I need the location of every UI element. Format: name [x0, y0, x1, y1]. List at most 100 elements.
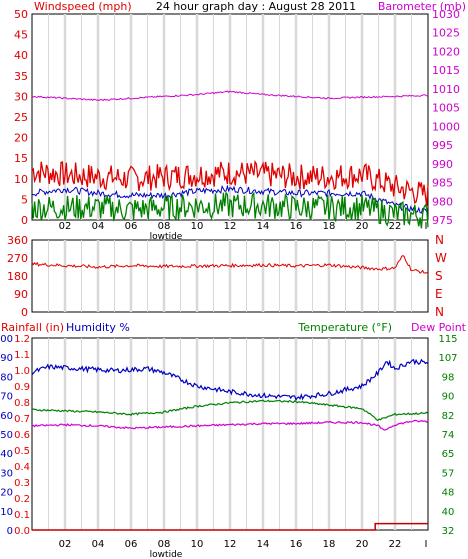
- humidity-xtick-22: 22: [389, 539, 402, 550]
- windspeed-tick-45: 45: [14, 29, 28, 42]
- humidity-axis-title: Humidity %: [66, 321, 130, 334]
- windspeed-tick-25: 25: [14, 111, 28, 124]
- humidity-tick-20: 20: [0, 488, 13, 499]
- rain-tick-0: 0.0: [14, 526, 30, 537]
- windspeed-tick-40: 40: [14, 49, 28, 62]
- windspeed-tick-5: 5: [21, 193, 28, 206]
- rain-tick-1: 0.1: [14, 510, 30, 521]
- wind-xtick-16: 16: [290, 221, 303, 232]
- barometer-tick-995: 995: [432, 139, 453, 152]
- rain-tick-3: 0.3: [14, 478, 30, 489]
- barometer-tick-1000: 1000: [432, 120, 460, 133]
- humidity-xtick-20: 20: [356, 539, 369, 550]
- wind-xtick-20: 20: [356, 221, 369, 232]
- temp-tick-40: 40: [442, 507, 455, 518]
- direction-tick-0: 0: [21, 306, 28, 319]
- humidity-panel-series-1: [31, 399, 429, 422]
- rain-tick-7: 0.7: [14, 414, 30, 425]
- wind-xtick-06: 06: [125, 221, 138, 232]
- rain-tick-11: 1.1: [14, 350, 30, 361]
- wind-xtick-02: 02: [59, 221, 72, 232]
- barometer-tick-1015: 1015: [432, 64, 460, 77]
- humidity-tick-10: 10: [0, 507, 13, 518]
- rainfall-axis-title: Rainfall (in): [1, 321, 64, 334]
- direction-tick-270: 270: [7, 252, 28, 265]
- humidity-xtick-16: 16: [290, 539, 303, 550]
- humidity-tick-30: 30: [0, 468, 13, 479]
- barometer-tick-985: 985: [432, 177, 453, 190]
- humidity-xtick-04: 04: [92, 539, 105, 550]
- barometer-tick-1030: 1030: [432, 8, 460, 21]
- wind-series-1: [31, 184, 429, 214]
- temp-tick-90: 90: [442, 392, 455, 403]
- barometer-tick-975: 975: [432, 214, 453, 227]
- lowtide-annotation-top: lowtide: [150, 232, 183, 242]
- temp-tick-107: 107: [438, 353, 457, 364]
- humidity-xtick-06: 06: [125, 539, 138, 550]
- series-lines: [31, 90, 429, 531]
- rain-tick-6: 0.6: [14, 430, 30, 441]
- wind-series-2: [31, 191, 429, 229]
- humidity-tick-40: 40: [0, 449, 13, 460]
- humidity-tick-100: 100: [0, 334, 13, 345]
- wind-series-0: [31, 159, 429, 206]
- humidity-xtick-18: 18: [323, 539, 336, 550]
- grid-lines: [48, 14, 412, 530]
- barometer-tick-990: 990: [432, 158, 453, 171]
- wind-xtick-18: 18: [323, 221, 336, 232]
- chart-title: 24 hour graph day : August 28 2011: [156, 0, 356, 13]
- compass-label-1: W: [435, 251, 447, 265]
- temp-tick-115: 115: [438, 334, 457, 345]
- lowtide-annotation-bottom: lowtide: [150, 550, 183, 559]
- windspeed-tick-50: 50: [14, 8, 28, 21]
- rain-tick-2: 0.2: [14, 494, 30, 505]
- rain-tick-5: 0.5: [14, 446, 30, 457]
- wind-xtick-08: 08: [158, 221, 171, 232]
- humidity-xtick-10: 10: [191, 539, 204, 550]
- humidity-tick-90: 90: [0, 353, 13, 364]
- rain-tick-10: 1.0: [14, 366, 30, 377]
- windspeed-tick-0: 0: [21, 214, 28, 227]
- rain-tick-12: 1.2: [14, 334, 30, 345]
- barometer-tick-1010: 1010: [432, 83, 460, 96]
- temp-tick-48: 48: [442, 488, 455, 499]
- compass-label-4: N: [435, 305, 444, 319]
- direction-tick-90: 90: [14, 288, 28, 301]
- windspeed-tick-10: 10: [14, 173, 28, 186]
- barometer-tick-980: 980: [432, 195, 453, 208]
- humidity-xtick-02: 02: [59, 539, 72, 550]
- barometer-axis-title: Barometer (mb): [378, 0, 466, 13]
- axis-labels: 0510152025303540455097598098599099510001…: [0, 8, 460, 550]
- wind-series-3: [31, 90, 429, 101]
- barometer-tick-1020: 1020: [432, 45, 460, 58]
- rain-tick-8: 0.8: [14, 398, 30, 409]
- temperature-axis-title: Temperature (°F): [297, 321, 392, 334]
- temp-tick-98: 98: [442, 372, 455, 383]
- wind-xtick-I: I: [425, 221, 428, 232]
- humidity-tick-80: 80: [0, 372, 13, 383]
- humidity-panel-series-2: [31, 419, 429, 431]
- humidity-xtick-I: I: [425, 539, 428, 550]
- barometer-tick-1005: 1005: [432, 102, 460, 115]
- windspeed-tick-30: 30: [14, 90, 28, 103]
- temp-tick-74: 74: [442, 430, 455, 441]
- compass-label-0: N: [435, 233, 444, 247]
- direction-tick-360: 360: [7, 234, 28, 247]
- temp-tick-32: 32: [442, 526, 455, 537]
- temp-tick-65: 65: [442, 449, 455, 460]
- humidity-xtick-08: 08: [158, 539, 171, 550]
- rain-tick-4: 0.4: [14, 462, 30, 473]
- direction-series-0: [31, 255, 429, 274]
- barometer-tick-1025: 1025: [432, 27, 460, 40]
- wind-xtick-04: 04: [92, 221, 105, 232]
- temp-tick-82: 82: [442, 411, 455, 422]
- direction-tick-180: 180: [7, 270, 28, 283]
- windspeed-tick-20: 20: [14, 132, 28, 145]
- dewpoint-axis-title: Dew Point: [411, 321, 467, 334]
- humidity-tick-70: 70: [0, 392, 13, 403]
- temp-tick-57: 57: [442, 468, 455, 479]
- humidity-tick-50: 50: [0, 430, 13, 441]
- windspeed-tick-35: 35: [14, 70, 28, 83]
- humidity-xtick-14: 14: [257, 539, 270, 550]
- wind-xtick-22: 22: [389, 221, 402, 232]
